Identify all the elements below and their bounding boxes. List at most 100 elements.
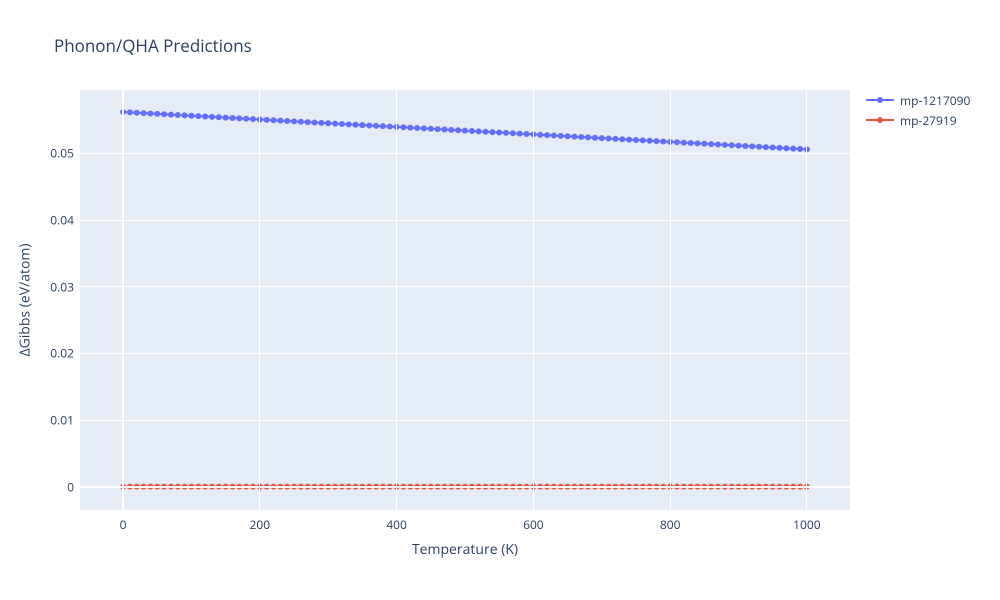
series-marker[interactable] xyxy=(455,127,461,133)
series-marker[interactable] xyxy=(606,136,612,142)
series-marker[interactable] xyxy=(489,129,495,135)
series-marker[interactable] xyxy=(271,117,277,123)
series-marker[interactable] xyxy=(373,123,379,129)
series-marker[interactable] xyxy=(147,110,153,116)
series-marker[interactable] xyxy=(647,138,653,144)
series-marker[interactable] xyxy=(435,126,441,132)
series-marker[interactable] xyxy=(633,137,639,143)
series-marker[interactable] xyxy=(380,123,386,129)
series-marker[interactable] xyxy=(353,122,359,128)
series-marker[interactable] xyxy=(182,112,188,118)
series-marker[interactable] xyxy=(736,143,742,149)
series-marker[interactable] xyxy=(674,139,680,145)
series-marker[interactable] xyxy=(565,133,571,139)
series-marker[interactable] xyxy=(715,141,721,147)
series-marker[interactable] xyxy=(414,125,420,131)
series-marker[interactable] xyxy=(202,113,208,119)
series-marker[interactable] xyxy=(448,127,454,133)
series-marker[interactable] xyxy=(154,111,160,117)
series-marker[interactable] xyxy=(688,140,694,146)
series-marker[interactable] xyxy=(229,115,235,121)
series-marker[interactable] xyxy=(134,110,140,116)
series-marker[interactable] xyxy=(318,120,324,126)
series-marker[interactable] xyxy=(236,115,242,121)
series-marker[interactable] xyxy=(749,143,755,149)
series-marker[interactable] xyxy=(277,118,283,124)
series-marker[interactable] xyxy=(250,116,256,122)
series-marker[interactable] xyxy=(161,111,167,117)
series-marker[interactable] xyxy=(599,135,605,141)
series-marker[interactable] xyxy=(708,141,714,147)
series-marker[interactable] xyxy=(496,130,502,136)
series-marker[interactable] xyxy=(585,134,591,140)
series-marker[interactable] xyxy=(742,143,748,149)
series-marker[interactable] xyxy=(441,127,447,133)
series-marker[interactable] xyxy=(366,122,372,128)
series-marker[interactable] xyxy=(407,125,413,131)
series-marker[interactable] xyxy=(578,134,584,140)
series-marker[interactable] xyxy=(305,119,311,125)
series-marker[interactable] xyxy=(729,142,735,148)
series-marker[interactable] xyxy=(168,112,174,118)
series-marker[interactable] xyxy=(339,121,345,127)
legend-item[interactable]: mp-27919 xyxy=(866,110,970,130)
series-marker[interactable] xyxy=(558,133,564,139)
series-marker[interactable] xyxy=(312,119,318,125)
series-marker[interactable] xyxy=(291,118,297,124)
series-marker[interactable] xyxy=(695,140,701,146)
series-marker[interactable] xyxy=(612,136,618,142)
series-marker[interactable] xyxy=(770,144,776,150)
series-marker[interactable] xyxy=(216,114,222,120)
series-marker[interactable] xyxy=(763,144,769,150)
series-marker[interactable] xyxy=(127,109,133,115)
series-marker[interactable] xyxy=(722,142,728,148)
series-marker[interactable] xyxy=(777,145,783,151)
series-marker[interactable] xyxy=(141,110,147,116)
series-marker[interactable] xyxy=(790,146,796,152)
series-marker[interactable] xyxy=(537,132,543,138)
series-marker[interactable] xyxy=(400,124,406,130)
series-marker[interactable] xyxy=(626,137,632,143)
series-marker[interactable] xyxy=(797,146,803,152)
legend-item[interactable]: mp-1217090 xyxy=(866,90,970,110)
series-marker[interactable] xyxy=(188,113,194,119)
series-marker[interactable] xyxy=(284,118,290,124)
series-marker[interactable] xyxy=(476,128,482,134)
series-marker[interactable] xyxy=(428,126,434,132)
series-marker[interactable] xyxy=(462,128,468,134)
series-marker[interactable] xyxy=(756,144,762,150)
series-marker[interactable] xyxy=(264,117,270,123)
series-marker[interactable] xyxy=(783,145,789,151)
legend-label: mp-27919 xyxy=(900,112,957,129)
series-marker[interactable] xyxy=(209,114,215,120)
series-marker[interactable] xyxy=(524,131,530,137)
y-tick-label: 0.02 xyxy=(34,345,74,362)
series-marker[interactable] xyxy=(175,112,181,118)
series-marker[interactable] xyxy=(571,134,577,140)
series-marker[interactable] xyxy=(503,130,509,136)
series-marker[interactable] xyxy=(421,125,427,131)
series-marker[interactable] xyxy=(346,121,352,127)
series-marker[interactable] xyxy=(332,121,338,127)
series-marker[interactable] xyxy=(619,136,625,142)
series-marker[interactable] xyxy=(640,137,646,143)
series-marker[interactable] xyxy=(359,122,365,128)
series-marker[interactable] xyxy=(653,138,659,144)
series-marker[interactable] xyxy=(544,132,550,138)
series-marker[interactable] xyxy=(517,131,523,137)
series-marker[interactable] xyxy=(243,116,249,122)
series-marker[interactable] xyxy=(701,141,707,147)
series-marker[interactable] xyxy=(551,133,557,139)
series-marker[interactable] xyxy=(592,135,598,141)
series-marker[interactable] xyxy=(510,130,516,136)
series-marker[interactable] xyxy=(469,128,475,134)
series-marker[interactable] xyxy=(387,124,393,130)
series-marker[interactable] xyxy=(325,120,331,126)
series-marker[interactable] xyxy=(195,113,201,119)
series-marker[interactable] xyxy=(223,115,229,121)
series-marker[interactable] xyxy=(681,140,687,146)
series-marker[interactable] xyxy=(660,138,666,144)
series-marker[interactable] xyxy=(298,119,304,125)
series-marker[interactable] xyxy=(483,129,489,135)
zeroline-v xyxy=(122,90,124,510)
